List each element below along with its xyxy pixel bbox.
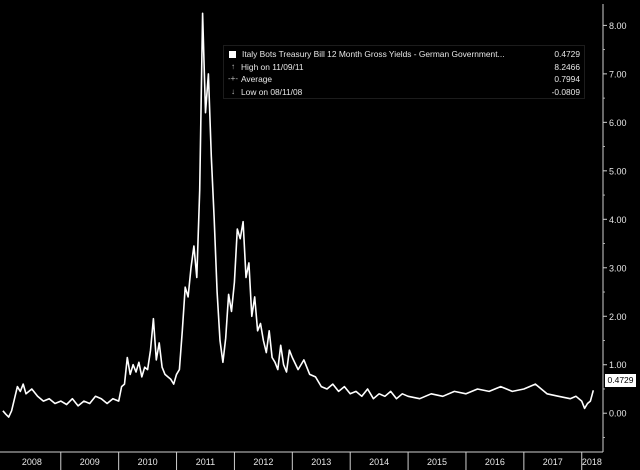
legend-low-value: -0.0809: [551, 86, 580, 97]
x-tick-label: 2011: [196, 457, 215, 467]
x-tick-label: 2010: [138, 457, 158, 467]
x-tick-label: 2017: [543, 457, 563, 467]
y-tick-label: 2.00: [609, 312, 627, 322]
high-marker-icon: ↑: [231, 61, 235, 71]
x-tick-label: 2014: [369, 457, 389, 467]
y-axis: 8.00 7.00 6.00 5.00 4.00 3.00 2.00 1.00 0.00: [602, 4, 627, 452]
legend-high-value: 8.2466: [554, 61, 580, 72]
low-marker-icon: ↓: [231, 86, 235, 96]
x-tick-label: 2018: [582, 457, 602, 467]
x-tick-label: 2012: [253, 457, 273, 467]
y-tick-label: 7.00: [609, 69, 627, 79]
last-value-flag: 0.4729: [605, 374, 636, 387]
x-tick-label: 2009: [80, 457, 100, 467]
legend: Italy Bots Treasury Bill 12 Month Gross …: [223, 45, 585, 99]
legend-average-row: -+- Average 0.7994: [228, 73, 580, 86]
x-tick-label: 2016: [485, 457, 505, 467]
y-tick-label: 4.00: [609, 215, 627, 225]
x-tick-label: 2008: [22, 457, 42, 467]
y-tick-label: 6.00: [609, 118, 627, 128]
y-tick-label: 5.00: [609, 166, 627, 176]
legend-high-label: High on 11/09/11: [241, 61, 304, 72]
legend-average-value: 0.7994: [554, 74, 580, 84]
y-tick-label: 0.00: [609, 409, 627, 419]
y-tick-label: 3.00: [609, 263, 627, 273]
legend-average-label: Average: [241, 74, 273, 84]
y-tick-label: 1.00: [609, 360, 627, 370]
legend-low-row: ↓ Low on 08/11/08 -0.0809: [228, 86, 580, 99]
series-layer: [2, 12, 595, 418]
legend-series-row: Italy Bots Treasury Bill 12 Month Gross …: [228, 48, 580, 61]
x-tick-label: 2015: [427, 457, 447, 467]
legend-high-row: ↑ High on 11/09/11 8.2466: [228, 61, 580, 74]
series-line: [2, 12, 595, 418]
series-swatch-icon: [229, 50, 236, 58]
y-tick-label: 8.00: [609, 21, 627, 31]
legend-series-value: 0.4729: [554, 49, 580, 59]
average-marker-icon: -+-: [228, 74, 238, 83]
legend-series-label: Italy Bots Treasury Bill 12 Month Gross …: [242, 49, 505, 59]
x-axis: 2008 2009 2010 2011 2012 2013 2014 2015 2016 2017…: [0, 451, 603, 470]
x-tick-label: 2013: [311, 457, 331, 467]
legend-low-label: Low on 08/11/08: [241, 86, 303, 97]
